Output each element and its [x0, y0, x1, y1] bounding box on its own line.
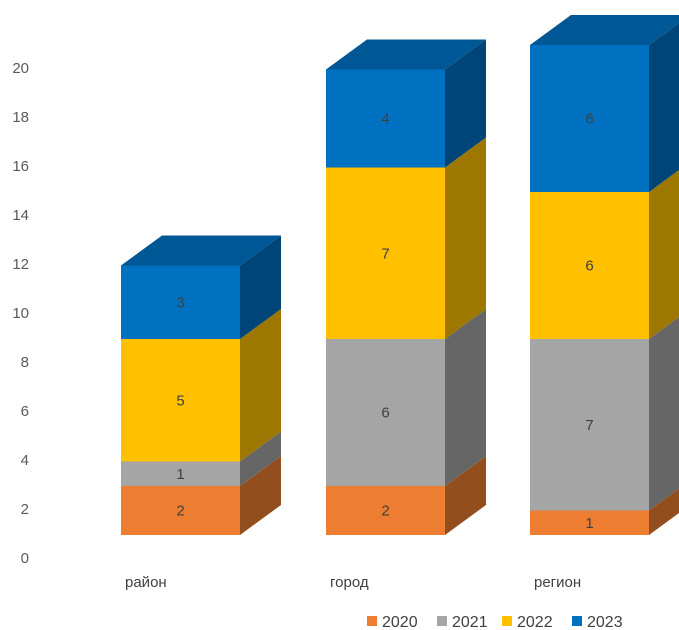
bar-side-face: [649, 23, 679, 192]
data-label: 5: [176, 392, 184, 409]
bar-front-face: [326, 486, 445, 535]
y-axis: 0 2 4 6 8 10 12 14 16 18 20: [12, 60, 29, 567]
y-tick-label: 12: [12, 256, 29, 273]
y-tick-label: 20: [12, 60, 29, 77]
data-label: 1: [176, 466, 184, 483]
bar-side-face: [240, 456, 281, 535]
data-label: 4: [381, 111, 389, 128]
bar-segment-2020-2: [530, 488, 679, 535]
legend: 2020 2021 2022 2023: [367, 614, 623, 630]
bar-front-face: [326, 339, 445, 486]
bar-segment-2021-2: [530, 317, 679, 511]
category-label: район: [125, 574, 167, 591]
legend-item-2023: 2023: [572, 614, 623, 630]
bar-segment-2023-1: [326, 39, 486, 168]
data-labels: 2 1 5 3 2 6 7 4 1 7 6 6: [176, 111, 593, 532]
bar-front-face: [530, 510, 649, 535]
y-tick-label: 18: [12, 109, 29, 126]
category-label: регион: [534, 574, 581, 591]
legend-swatch: [367, 616, 377, 626]
data-label: 2: [176, 503, 184, 520]
bar-side-face: [649, 488, 679, 535]
y-tick-label: 2: [21, 501, 29, 518]
bar-segment-2022-1: [326, 137, 486, 339]
legend-label: 2021: [452, 614, 488, 630]
bar-side-face: [240, 309, 281, 462]
data-label: 1: [585, 515, 593, 532]
category-label: город: [330, 574, 369, 591]
data-label: 3: [176, 294, 184, 311]
bar-segment-2020-0: [121, 456, 281, 535]
y-tick-label: 8: [21, 354, 29, 371]
bar-front-face: [121, 339, 240, 462]
legend-label: 2022: [517, 614, 553, 630]
bar-top-face: [326, 39, 486, 70]
bars: [121, 15, 679, 535]
data-label: 6: [381, 405, 389, 422]
legend-swatch: [502, 616, 512, 626]
data-label: 2: [381, 503, 389, 520]
data-label: 7: [381, 245, 389, 262]
data-label: 6: [585, 111, 593, 128]
bar-side-face: [649, 170, 679, 339]
bar-side-face: [445, 456, 486, 535]
bar-front-face: [326, 167, 445, 339]
bar-front-face: [326, 69, 445, 168]
bar-front-face: [530, 192, 649, 339]
bar-segment-2023-2: [530, 15, 679, 192]
bar-side-face: [240, 431, 281, 486]
legend-item-2022: 2022: [502, 614, 553, 630]
bar-segment-2020-1: [326, 456, 486, 535]
bar-side-face: [240, 235, 281, 339]
category-axis: район город регион: [125, 574, 581, 591]
legend-swatch: [572, 616, 582, 626]
legend-item-2021: 2021: [437, 614, 488, 630]
bar-front-face: [121, 265, 240, 339]
bar-segment-2021-0: [121, 431, 281, 486]
bar-segment-2021-1: [326, 309, 486, 486]
bar-side-face: [445, 39, 486, 168]
legend-label: 2023: [587, 614, 623, 630]
bar-top-face: [530, 15, 679, 45]
y-tick-label: 6: [21, 403, 29, 420]
bar-side-face: [649, 317, 679, 511]
data-label: 7: [585, 417, 593, 434]
bar-side-face: [445, 309, 486, 486]
legend-label: 2020: [382, 614, 418, 630]
y-tick-label: 16: [12, 158, 29, 175]
bar-top-face: [121, 235, 281, 266]
y-tick-label: 4: [21, 452, 29, 469]
bar-front-face: [121, 461, 240, 486]
y-tick-label: 10: [12, 305, 29, 322]
data-label: 6: [585, 258, 593, 275]
bar-segment-2023-0: [121, 235, 281, 339]
legend-swatch: [437, 616, 447, 626]
bar-side-face: [445, 137, 486, 339]
bar-front-face: [530, 45, 649, 192]
y-tick-label: 0: [21, 550, 29, 567]
bar-segment-2022-0: [121, 309, 281, 462]
bar-front-face: [121, 486, 240, 535]
y-tick-label: 14: [12, 207, 29, 224]
bar-segment-2022-2: [530, 170, 679, 339]
bar-front-face: [530, 339, 649, 511]
legend-item-2020: 2020: [367, 614, 418, 630]
